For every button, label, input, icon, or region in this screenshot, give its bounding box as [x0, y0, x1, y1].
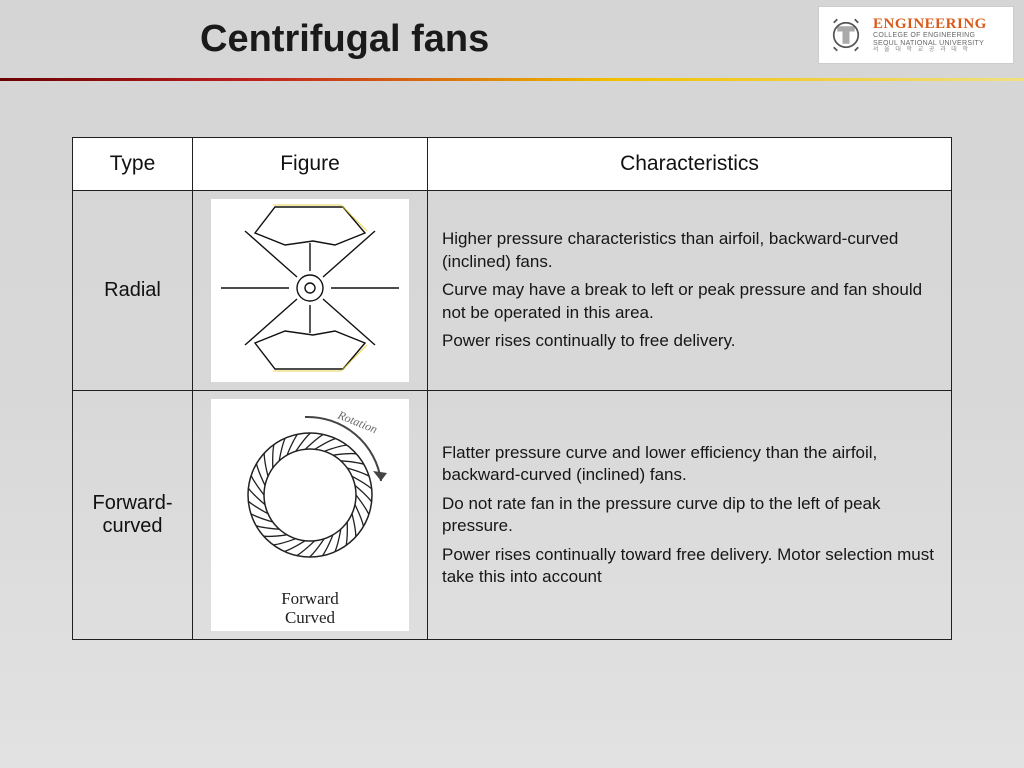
- logo-main-text: ENGINEERING: [873, 17, 987, 33]
- char-text: Flatter pressure curve and lower efficie…: [442, 442, 937, 487]
- slide-content: Type Figure Characteristics Radial: [0, 81, 1024, 640]
- table-row: Forward-curved Rotation: [73, 391, 952, 640]
- rotation-label: Rotation: [335, 407, 380, 436]
- col-header-characteristics: Characteristics: [428, 138, 952, 191]
- characteristics-cell-radial: Higher pressure characteristics than air…: [428, 191, 952, 391]
- characteristics-cell-forward: Flatter pressure curve and lower efficie…: [428, 391, 952, 640]
- radial-fan-icon: [215, 203, 405, 373]
- radial-fan-figure: [211, 199, 409, 382]
- figure-cell-radial: [193, 191, 428, 391]
- char-text: Higher pressure characteristics than air…: [442, 228, 937, 273]
- slide-title: Centrifugal fans: [200, 18, 489, 61]
- logo-line2: SEOUL NATIONAL UNIVERSITY: [873, 40, 987, 47]
- forward-fan-figure: Rotation ForwardCurved: [211, 399, 409, 631]
- char-text: Do not rate fan in the pressure curve di…: [442, 493, 937, 538]
- col-header-figure: Figure: [193, 138, 428, 191]
- slide-header: Centrifugal fans ENGINEERING COLLEGE OF …: [0, 0, 1024, 78]
- figure-cell-forward: Rotation ForwardCurved: [193, 391, 428, 640]
- char-text: Power rises continually toward free deli…: [442, 544, 937, 589]
- university-logo: ENGINEERING COLLEGE OF ENGINEERING SEOUL…: [818, 6, 1014, 64]
- char-text: Power rises continually to free delivery…: [442, 330, 937, 352]
- type-cell-forward: Forward-curved: [73, 391, 193, 640]
- crest-icon: [825, 14, 867, 56]
- table-row: Radial: [73, 191, 952, 391]
- logo-line3: 서 울 대 학 교 공 과 대 학: [873, 47, 987, 53]
- col-header-type: Type: [73, 138, 193, 191]
- char-text: Curve may have a break to left or peak p…: [442, 279, 937, 324]
- figure-caption: ForwardCurved: [215, 590, 405, 627]
- forward-fan-icon: Rotation: [215, 403, 405, 583]
- fan-type-table: Type Figure Characteristics Radial: [72, 137, 952, 640]
- logo-line1: COLLEGE OF ENGINEERING: [873, 32, 987, 39]
- type-cell-radial: Radial: [73, 191, 193, 391]
- table-header-row: Type Figure Characteristics: [73, 138, 952, 191]
